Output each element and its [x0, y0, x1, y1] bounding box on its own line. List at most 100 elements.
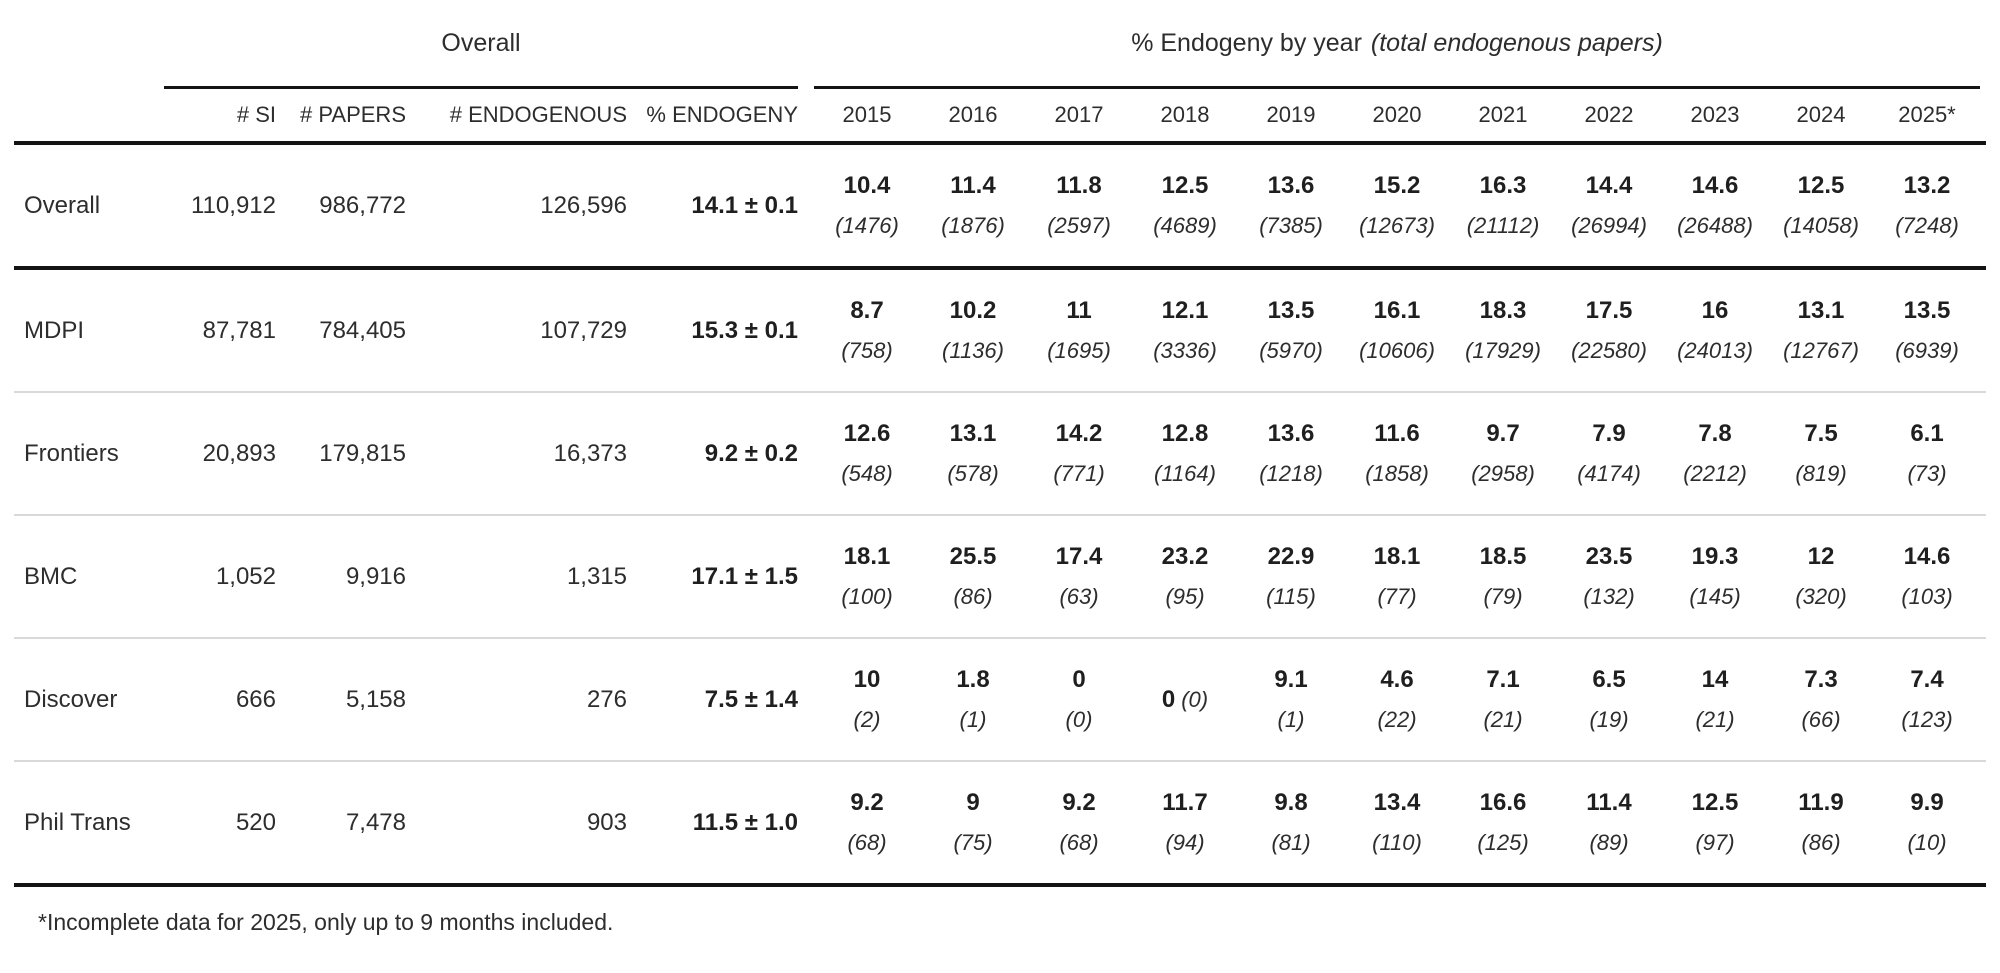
footnote: *Incomplete data for 2025, only up to 9 … — [38, 909, 614, 935]
si-value: 666 — [235, 685, 276, 713]
column-gap-spacer — [798, 393, 814, 514]
year-value: 14.2 — [1055, 420, 1103, 447]
year-count: (1695) — [1047, 338, 1111, 363]
year-cell: 9.7 (2958) — [1450, 393, 1556, 514]
year-cell: 6.1 (73) — [1874, 393, 1980, 514]
year-cell: 18.1 (100) — [814, 516, 920, 637]
spanner-by-year: % Endogeny by year (total endogenous pap… — [814, 0, 1980, 89]
column-header-row: # SI # PAPERS # ENDOGENOUS % ENDOGENY 20… — [14, 89, 1986, 145]
year-value: 9.1 — [1274, 666, 1308, 693]
column-gap-spacer — [798, 762, 814, 883]
year-cell: 12.1 (3336) — [1132, 270, 1238, 391]
year-cell: 10.4 (1476) — [814, 145, 920, 266]
year-value: 10.4 — [843, 172, 891, 199]
year-value: 17.4 — [1055, 543, 1103, 570]
si-value: 87,781 — [202, 316, 276, 344]
year-cell: 13.6 (7385) — [1238, 145, 1344, 266]
year-cell: 9.9 (10) — [1874, 762, 1980, 883]
year-value: 12.8 — [1161, 420, 1209, 447]
endogeny-value: 15.3 ± 0.1 — [691, 316, 798, 344]
year-count: (7385) — [1259, 213, 1323, 238]
year-value: 11.6 — [1374, 420, 1420, 447]
year-cell: 18.1 (77) — [1344, 516, 1450, 637]
year-value: 14.4 — [1585, 172, 1633, 199]
year-cell: 11.9 (86) — [1768, 762, 1874, 883]
col-header-endogeny: % ENDOGENY — [646, 102, 798, 127]
column-gap-spacer — [798, 639, 814, 760]
year-count: (0) — [1181, 686, 1209, 712]
year-count: (1) — [959, 707, 987, 732]
year-count: (66) — [1801, 707, 1841, 732]
year-value: 16.1 — [1373, 297, 1421, 324]
year-count: (1476) — [835, 213, 899, 238]
year-cell: 25.5 (86) — [920, 516, 1026, 637]
year-value: 7.1 — [1486, 666, 1520, 693]
year-count: (68) — [1059, 830, 1099, 855]
year-cell: 14.2 (771) — [1026, 393, 1132, 514]
spanner-by-year-label: % Endogeny by year — [1131, 28, 1362, 57]
year-count: (12767) — [1783, 338, 1859, 363]
year-cell: 11.6 (1858) — [1344, 393, 1450, 514]
year-value: 15.2 — [1373, 172, 1421, 199]
year-count: (115) — [1266, 584, 1316, 609]
year-count: (123) — [1901, 707, 1953, 732]
year-cell: 9.2 (68) — [814, 762, 920, 883]
year-value: 7.4 — [1910, 666, 1944, 693]
year-count: (145) — [1689, 584, 1741, 609]
year-value: 9.2 — [850, 789, 884, 816]
year-value: 10 — [853, 666, 881, 693]
year-count: (4689) — [1153, 213, 1217, 238]
table-row-mdpi: MDPI 87,781 784,405 107,729 15.3 ± 0.1 8… — [14, 270, 1986, 393]
year-count: (22580) — [1571, 338, 1647, 363]
si-value: 520 — [235, 808, 276, 836]
year-cell: 0 (0) — [1132, 639, 1238, 760]
year-count: (7248) — [1895, 213, 1959, 238]
year-value: 13.4 — [1373, 789, 1421, 816]
year-count: (21112) — [1466, 213, 1540, 238]
spanner-empty-corner — [14, 0, 164, 89]
year-cell: 13.1 (578) — [920, 393, 1026, 514]
year-cell: 13.2 (7248) — [1874, 145, 1980, 266]
year-value: 13.5 — [1903, 297, 1951, 324]
year-value: 1.8 — [956, 666, 990, 693]
year-column-header: 2024 — [1796, 102, 1846, 127]
endogeny-value: 9.2 ± 0.2 — [704, 439, 798, 467]
year-count: (2) — [853, 707, 881, 732]
spanner-overall: Overall — [164, 0, 798, 89]
year-cell: 15.2 (12673) — [1344, 145, 1450, 266]
year-cell: 14.6 (103) — [1874, 516, 1980, 637]
year-value: 7.3 — [1804, 666, 1838, 693]
row-label: BMC — [24, 562, 78, 590]
year-value: 16.6 — [1479, 789, 1527, 816]
year-value: 14.6 — [1903, 543, 1951, 570]
year-count: (1218) — [1259, 461, 1323, 486]
papers-value: 986,772 — [319, 191, 406, 219]
year-column-header: 2021 — [1478, 102, 1528, 127]
year-cell: 16.1 (10606) — [1344, 270, 1450, 391]
year-count: (758) — [841, 338, 893, 363]
year-cell: 13.5 (5970) — [1238, 270, 1344, 391]
year-cell: 23.5 (132) — [1556, 516, 1662, 637]
column-gap-spacer — [798, 270, 814, 391]
year-cell: 12.6 (548) — [814, 393, 920, 514]
year-cell: 13.4 (110) — [1344, 762, 1450, 883]
year-count: (63) — [1059, 584, 1099, 609]
year-count: (12673) — [1359, 213, 1435, 238]
year-column-header: 2018 — [1160, 102, 1210, 127]
papers-value: 7,478 — [345, 808, 406, 836]
year-cell: 7.4 (123) — [1874, 639, 1980, 760]
si-value: 20,893 — [202, 439, 276, 467]
year-value: 7.5 — [1804, 420, 1838, 447]
year-value: 13.6 — [1267, 420, 1315, 447]
year-value: 11.7 — [1162, 789, 1208, 816]
year-cell: 12.5 (97) — [1662, 762, 1768, 883]
year-value: 18.5 — [1479, 543, 1527, 570]
year-count: (1858) — [1365, 461, 1429, 486]
year-value: 17.5 — [1585, 297, 1633, 324]
year-cell: 8.7 (758) — [814, 270, 920, 391]
year-count: (10606) — [1359, 338, 1435, 363]
year-cell: 14 (21) — [1662, 639, 1768, 760]
year-value: 10.2 — [949, 297, 997, 324]
year-value: 0 — [1161, 685, 1176, 713]
year-count: (68) — [847, 830, 887, 855]
